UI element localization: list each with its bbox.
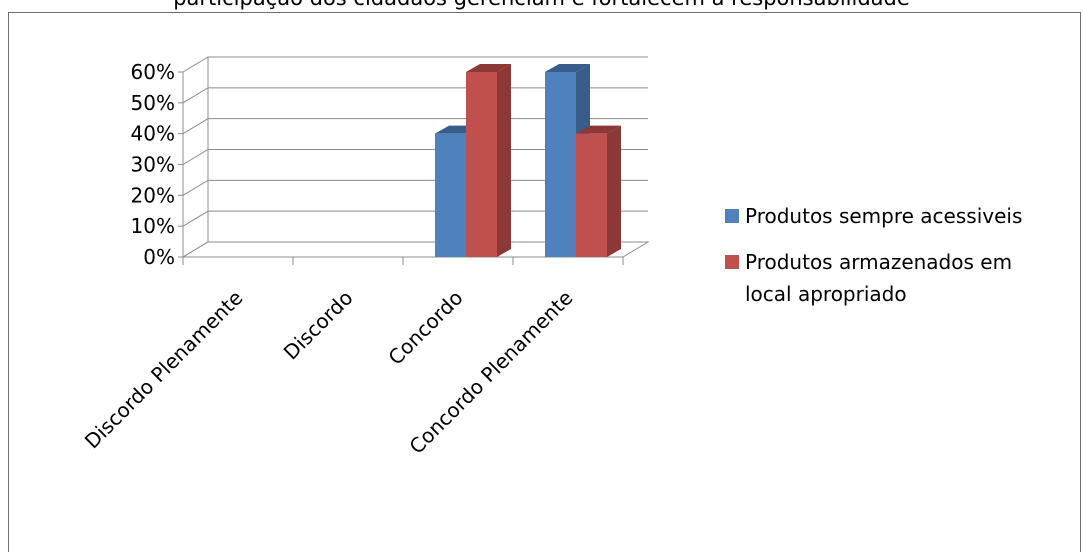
chart-caption: participação dos cidadãos gerenciam e fo…: [0, 0, 1083, 10]
bar-top: [545, 64, 590, 72]
bar-top: [576, 125, 621, 134]
y-tick-label: 10%: [131, 214, 175, 238]
bar-2-1: [466, 64, 511, 257]
legend-label-series-1: Produtos sempre acessiveis: [745, 204, 1023, 228]
legend-item-series-1: Produtos sempre acessiveis: [725, 200, 1065, 232]
label-layer: Discordo Plenamente Discordo ConcordoConco…: [80, 286, 578, 459]
axis-layer: 0% 10% 20% 30% 40% 50% 60%: [131, 57, 650, 269]
legend-swatch-series-1: [725, 209, 739, 223]
bar-front: [545, 72, 576, 257]
bar-top: [466, 64, 511, 72]
bar-layer: [435, 64, 621, 258]
legend-swatch-series-2: [725, 255, 739, 269]
x-category-label: Discordo: [279, 286, 358, 365]
bar-3-1: [576, 125, 621, 258]
bar-front: [466, 72, 497, 257]
x-category-label: Discordo Plenamente: [80, 286, 248, 454]
chart-plot: 0% 10% 20% 30% 40% 50% 60% Discordo Plenamente…: [80, 56, 650, 459]
x-category-label: Concordo: [383, 286, 467, 370]
y-tick-label: 60%: [131, 60, 175, 84]
legend-label-series-2: Produtos armazenados em local apropriado: [745, 250, 1013, 306]
legend-item-series-2: Produtos armazenados em local apropriado: [725, 246, 1065, 310]
y-tick-label: 0%: [143, 245, 175, 269]
bar-side: [497, 64, 511, 257]
y-tick-label: 50%: [131, 91, 175, 115]
chart-frame: [8, 12, 1081, 552]
bar-front: [576, 133, 607, 257]
bar-front: [435, 133, 466, 257]
chart-legend: Produtos sempre acessiveis Produtos arma…: [725, 200, 1065, 324]
y-tick-label: 30%: [131, 153, 175, 177]
bar-side: [607, 125, 621, 258]
y-tick-label: 40%: [131, 122, 175, 146]
y-tick-label: 20%: [131, 183, 175, 207]
